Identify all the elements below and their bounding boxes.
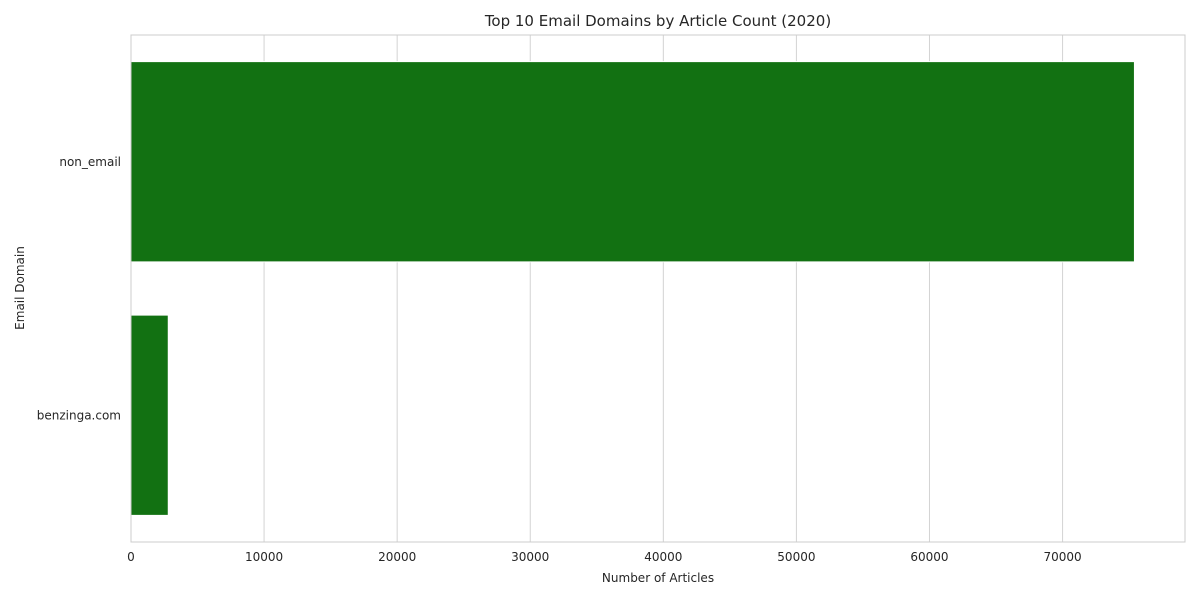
x-axis-label: Number of Articles <box>602 571 714 585</box>
x-tick-label: 0 <box>127 550 135 564</box>
x-tick-label: 20000 <box>378 550 416 564</box>
chart-title: Top 10 Email Domains by Article Count (2… <box>484 12 831 30</box>
y-tick-label: benzinga.com <box>37 408 121 422</box>
x-tick-label: 70000 <box>1043 550 1081 564</box>
bar-non-email <box>130 61 1135 263</box>
x-axis-ticks: 0 10000 20000 30000 40000 50000 60000 70000 <box>127 550 1081 564</box>
x-tick-label: 50000 <box>777 550 815 564</box>
x-tick-label: 10000 <box>245 550 283 564</box>
x-tick-label: 40000 <box>644 550 682 564</box>
y-tick-label: non_email <box>59 155 121 169</box>
bar-benzinga-com <box>130 314 169 516</box>
plot-frame <box>130 34 1186 543</box>
y-axis-label: Email Domain <box>13 246 27 330</box>
x-tick-label: 30000 <box>511 550 549 564</box>
y-axis-ticks: non_email benzinga.com <box>37 155 121 423</box>
x-tick-label: 60000 <box>910 550 948 564</box>
bars <box>130 61 1135 516</box>
